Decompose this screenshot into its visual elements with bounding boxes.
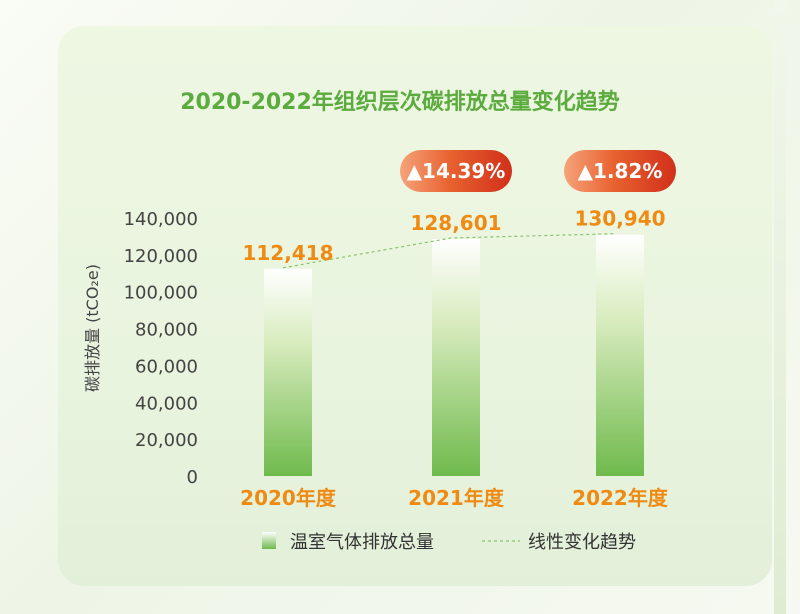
growth-badge-label: ▲14.39% [407,159,506,183]
bar [264,268,312,476]
y-tick-label: 20,000 [135,430,198,451]
legend-bar-swatch [262,532,276,549]
category-labels-group: 2020年度 2021年度 2022年度 [240,486,669,510]
edge-strip [774,0,786,614]
value-label: 112,418 [242,241,333,265]
value-labels-group: 112,418 128,601 130,940 [242,207,665,265]
trendline [282,233,616,269]
growth-badges-group: ▲14.39% ▲1.82% [400,150,676,192]
legend-bar-label: 温室气体排放总量 [290,532,434,553]
y-axis-label: 碳排放量 (tCO₂e) [83,264,102,392]
y-tick-label: 60,000 [135,356,198,377]
y-tick-label: 0 [187,467,198,488]
y-tick-label: 100,000 [124,283,198,304]
y-tick-label: 40,000 [135,393,198,414]
legend-trendline-label: 线性变化趋势 [528,532,636,553]
y-tick-label: 80,000 [135,320,198,341]
bar [596,234,644,476]
chart-panel [58,26,772,586]
y-tick-label: 120,000 [124,246,198,267]
bars-group [264,234,644,476]
growth-badge-label: ▲1.82% [578,159,663,183]
growth-badge [400,150,512,192]
legend: 温室气体排放总量 线性变化趋势 [262,532,636,553]
value-label: 128,601 [410,211,501,235]
growth-badge [564,150,676,192]
value-label: 130,940 [574,207,665,231]
y-tick-label: 140,000 [124,209,198,230]
category-label: 2021年度 [408,486,505,510]
category-label: 2022年度 [572,486,669,510]
trendline-group [282,233,616,269]
category-label: 2020年度 [240,486,337,510]
y-axis-ticks: 0 20,000 40,000 60,000 80,000 100,000 120,000 1… [124,209,198,488]
bar [432,239,480,476]
chart-title: 2020-2022年组织层次碳排放总量变化趋势 [180,90,620,115]
